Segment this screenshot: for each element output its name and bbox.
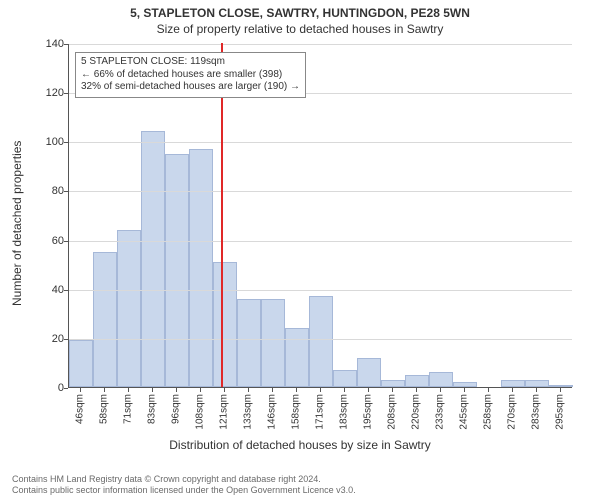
chart-title-sub: Size of property relative to detached ho… (0, 22, 600, 36)
x-tick-label: 96sqm (171, 394, 182, 424)
x-tick-mark (488, 388, 489, 392)
y-tick-mark (64, 290, 68, 291)
bar (405, 375, 429, 387)
x-tick-mark (272, 388, 273, 392)
callout-line-1: 5 STAPLETON CLOSE: 119sqm (81, 56, 300, 69)
x-tick-mark (176, 388, 177, 392)
x-tick-label: 158sqm (291, 394, 302, 430)
x-tick-mark (368, 388, 369, 392)
x-tick-mark (320, 388, 321, 392)
y-tick-mark (64, 44, 68, 45)
x-tick-label: 245sqm (459, 394, 470, 430)
y-tick-label: 20 (34, 333, 64, 345)
bar (117, 230, 141, 387)
x-axis-label: Distribution of detached houses by size … (0, 438, 600, 452)
x-tick-mark (200, 388, 201, 392)
gridline (69, 44, 572, 45)
bar (309, 296, 333, 387)
x-tick-label: 233sqm (435, 394, 446, 430)
x-tick-label: 108sqm (195, 394, 206, 430)
x-tick-label: 295sqm (555, 394, 566, 430)
y-tick-label: 40 (34, 284, 64, 296)
chart-title-main: 5, STAPLETON CLOSE, SAWTRY, HUNTINGDON, … (0, 6, 600, 20)
bar (213, 262, 237, 387)
x-tick-mark (128, 388, 129, 392)
gridline (69, 142, 572, 143)
y-tick-label: 0 (34, 382, 64, 394)
bar (285, 328, 309, 387)
x-tick-mark (80, 388, 81, 392)
x-tick-mark (344, 388, 345, 392)
bar (237, 299, 261, 387)
y-tick-mark (64, 191, 68, 192)
x-tick-label: 208sqm (387, 394, 398, 430)
bar (357, 358, 381, 387)
x-tick-label: 220sqm (411, 394, 422, 430)
x-tick-mark (152, 388, 153, 392)
bar (141, 131, 165, 387)
x-tick-label: 71sqm (123, 394, 134, 424)
callout-line-2: ← 66% of detached houses are smaller (39… (81, 69, 300, 82)
x-tick-label: 133sqm (243, 394, 254, 430)
x-tick-mark (560, 388, 561, 392)
x-tick-mark (296, 388, 297, 392)
bar (501, 380, 525, 387)
x-tick-label: 183sqm (339, 394, 350, 430)
x-tick-mark (104, 388, 105, 392)
x-tick-mark (440, 388, 441, 392)
y-tick-label: 60 (34, 235, 64, 247)
bar (189, 149, 213, 387)
footer-line-1: Contains HM Land Registry data © Crown c… (12, 474, 588, 485)
y-tick-label: 100 (34, 136, 64, 148)
x-tick-mark (416, 388, 417, 392)
x-tick-label: 270sqm (507, 394, 518, 430)
bar (549, 385, 573, 387)
bar (381, 380, 405, 387)
bar (93, 252, 117, 387)
x-tick-label: 46sqm (75, 394, 86, 424)
x-tick-label: 258sqm (483, 394, 494, 430)
footer-line-2: Contains public sector information licen… (12, 485, 588, 496)
gridline (69, 191, 572, 192)
x-tick-label: 283sqm (531, 394, 542, 430)
x-tick-mark (536, 388, 537, 392)
callout-line-3: 32% of semi-detached houses are larger (… (81, 81, 300, 94)
y-tick-mark (64, 93, 68, 94)
footer-attribution: Contains HM Land Registry data © Crown c… (12, 474, 588, 497)
x-tick-label: 58sqm (99, 394, 110, 424)
bar (165, 154, 189, 387)
bar (453, 382, 477, 387)
y-tick-label: 80 (34, 185, 64, 197)
x-tick-label: 195sqm (363, 394, 374, 430)
y-axis-label: Number of detached properties (10, 141, 24, 306)
x-tick-mark (224, 388, 225, 392)
y-tick-mark (64, 142, 68, 143)
y-tick-label: 140 (34, 38, 64, 50)
y-tick-mark (64, 241, 68, 242)
x-tick-mark (392, 388, 393, 392)
gridline (69, 339, 572, 340)
bar (525, 380, 549, 387)
y-tick-label: 120 (34, 87, 64, 99)
reference-callout: 5 STAPLETON CLOSE: 119sqm← 66% of detach… (75, 52, 306, 98)
bar (261, 299, 285, 387)
x-tick-mark (248, 388, 249, 392)
bar (69, 340, 93, 387)
gridline (69, 241, 572, 242)
x-tick-label: 121sqm (219, 394, 230, 430)
bar (333, 370, 357, 387)
gridline (69, 290, 572, 291)
x-tick-label: 171sqm (315, 394, 326, 430)
bar (429, 372, 453, 387)
y-tick-mark (64, 388, 68, 389)
y-tick-mark (64, 339, 68, 340)
x-tick-label: 146sqm (267, 394, 278, 430)
x-tick-mark (464, 388, 465, 392)
chart-container: 5, STAPLETON CLOSE, SAWTRY, HUNTINGDON, … (0, 0, 600, 500)
x-tick-label: 83sqm (147, 394, 158, 424)
plot-area: 5 STAPLETON CLOSE: 119sqm← 66% of detach… (68, 44, 572, 388)
x-tick-mark (512, 388, 513, 392)
